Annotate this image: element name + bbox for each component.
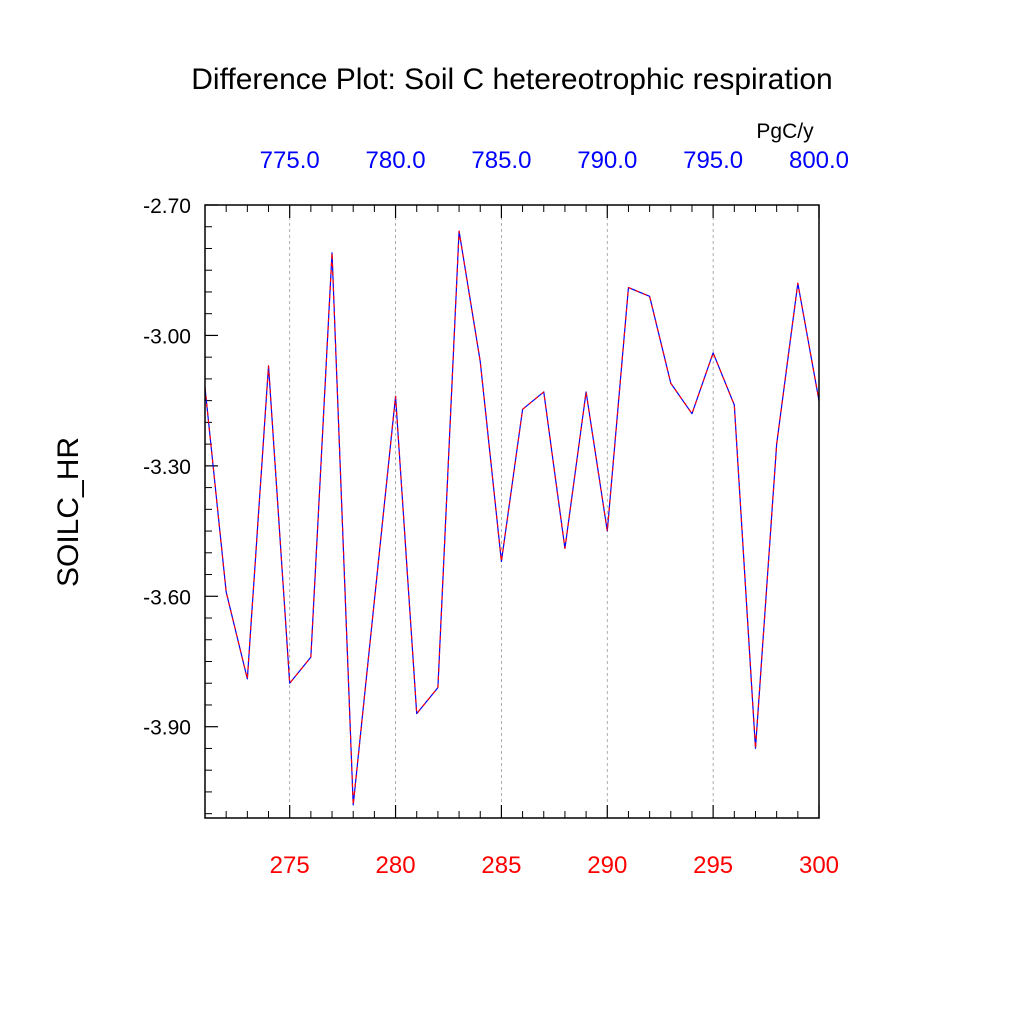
- x-tick-label-bottom: 275: [270, 852, 310, 879]
- x-tick-label-bottom: 285: [481, 852, 521, 879]
- x-tick-label-top: 800.0: [789, 147, 849, 174]
- series-group: [204, 230, 820, 806]
- x-tick-label-bottom: 290: [587, 852, 627, 879]
- x-tick-label-top: 780.0: [366, 147, 426, 174]
- major-ticks: [205, 204, 820, 818]
- grid: [289, 205, 820, 818]
- x-tick-label-top: 785.0: [471, 147, 531, 174]
- x-tick-labels-top: 775.0 780.0 785.0 790.0 795.0 800.0: [260, 147, 849, 174]
- y-tick-label: -3.30: [143, 456, 191, 479]
- x-tick-label-bottom: 280: [376, 852, 416, 879]
- x-tick-labels-bottom: 275 280 285 290 295 300: [270, 852, 839, 879]
- chart-title: Difference Plot: Soil C hetereotrophic r…: [191, 63, 832, 96]
- x-tick-label-top: 775.0: [260, 147, 320, 174]
- plot-frame: [204, 204, 820, 819]
- y-tick-label: -2.70: [143, 195, 191, 218]
- minor-ticks: [205, 205, 799, 818]
- y-tick-label: -3.90: [143, 717, 191, 740]
- y-tick-label: -3.60: [143, 586, 191, 609]
- y-tick-labels: -2.70 -3.00 -3.30 -3.60 -3.90: [143, 195, 191, 740]
- series-line-dashes: [204, 230, 820, 806]
- x-tick-label-top: 790.0: [577, 147, 637, 174]
- x-tick-label-bottom: 300: [799, 852, 839, 879]
- y-tick-label: -3.00: [143, 325, 191, 348]
- y-axis-label: SOILC_HR: [52, 437, 85, 587]
- series-line: [204, 230, 820, 806]
- units-label: PgC/y: [756, 120, 814, 143]
- x-tick-label-bottom: 295: [693, 852, 733, 879]
- x-tick-label-top: 795.0: [683, 147, 743, 174]
